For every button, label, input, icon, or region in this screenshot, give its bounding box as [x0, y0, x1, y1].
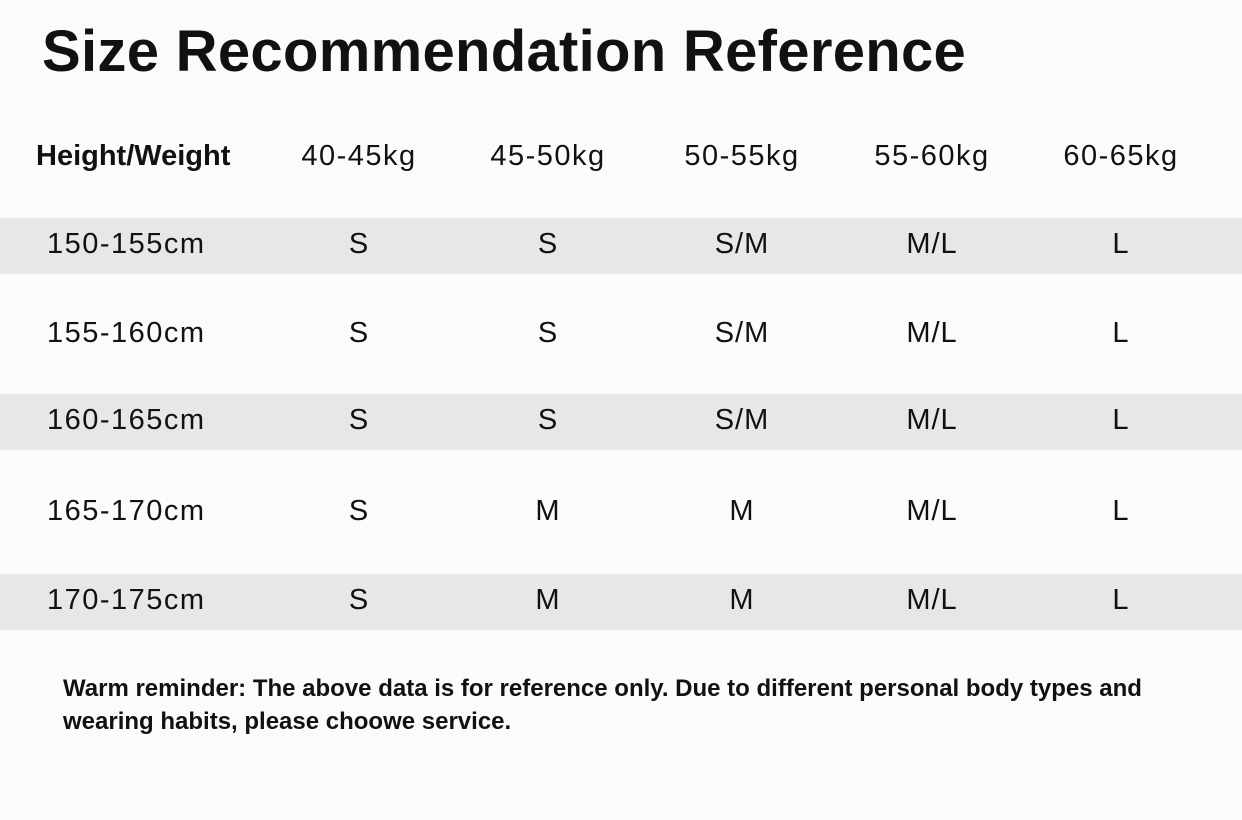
size-cell: S: [537, 317, 559, 349]
table-row: 160-165cm S S S/M M/L L: [0, 394, 1242, 450]
header-weight: 55-60kg: [874, 140, 990, 172]
header-weight: 60-65kg: [1063, 140, 1179, 172]
size-cell: L: [1112, 228, 1130, 260]
header-weight: 45-50kg: [490, 140, 606, 172]
size-cell: S: [348, 584, 370, 616]
header-weight: 50-55kg: [684, 140, 800, 172]
height-range: 165-170cm: [47, 495, 206, 527]
size-cell: M: [729, 584, 755, 616]
size-cell: S: [348, 495, 370, 527]
size-cell: M: [535, 584, 561, 616]
table-row: 155-160cm S S S/M M/L L: [0, 307, 1242, 363]
size-cell: L: [1112, 404, 1130, 436]
page-title: Size Recommendation Reference: [42, 19, 967, 84]
size-cell: M/L: [906, 404, 958, 436]
size-cell: S/M: [714, 228, 770, 260]
size-cell: L: [1112, 317, 1130, 349]
size-cell: S/M: [714, 404, 770, 436]
header-height-weight: Height/Weight: [36, 140, 231, 172]
size-cell: L: [1112, 584, 1130, 616]
size-cell: M/L: [906, 495, 958, 527]
size-cell: L: [1112, 495, 1130, 527]
size-cell: S: [348, 404, 370, 436]
table-row: 165-170cm S M M M/L L: [0, 485, 1242, 541]
size-cell: M/L: [906, 317, 958, 349]
size-cell: S: [537, 228, 559, 260]
height-range: 170-175cm: [47, 584, 206, 616]
height-range: 155-160cm: [47, 317, 206, 349]
size-cell: M/L: [906, 228, 958, 260]
table-row: 150-155cm S S S/M M/L L: [0, 218, 1242, 274]
height-range: 160-165cm: [47, 404, 206, 436]
warm-reminder: Warm reminder: The above data is for ref…: [63, 675, 1142, 735]
size-cell: M: [535, 495, 561, 527]
size-cell: M/L: [906, 584, 958, 616]
size-cell: S/M: [714, 317, 770, 349]
height-range: 150-155cm: [47, 228, 206, 260]
header-weight: 40-45kg: [301, 140, 417, 172]
table-row: 170-175cm S M M M/L L: [0, 574, 1242, 630]
size-cell: S: [348, 228, 370, 260]
size-cell: M: [729, 495, 755, 527]
size-cell: S: [348, 317, 370, 349]
size-cell: S: [537, 404, 559, 436]
table-header: Height/Weight 40-45kg 45-50kg 50-55kg 55…: [0, 140, 1242, 180]
